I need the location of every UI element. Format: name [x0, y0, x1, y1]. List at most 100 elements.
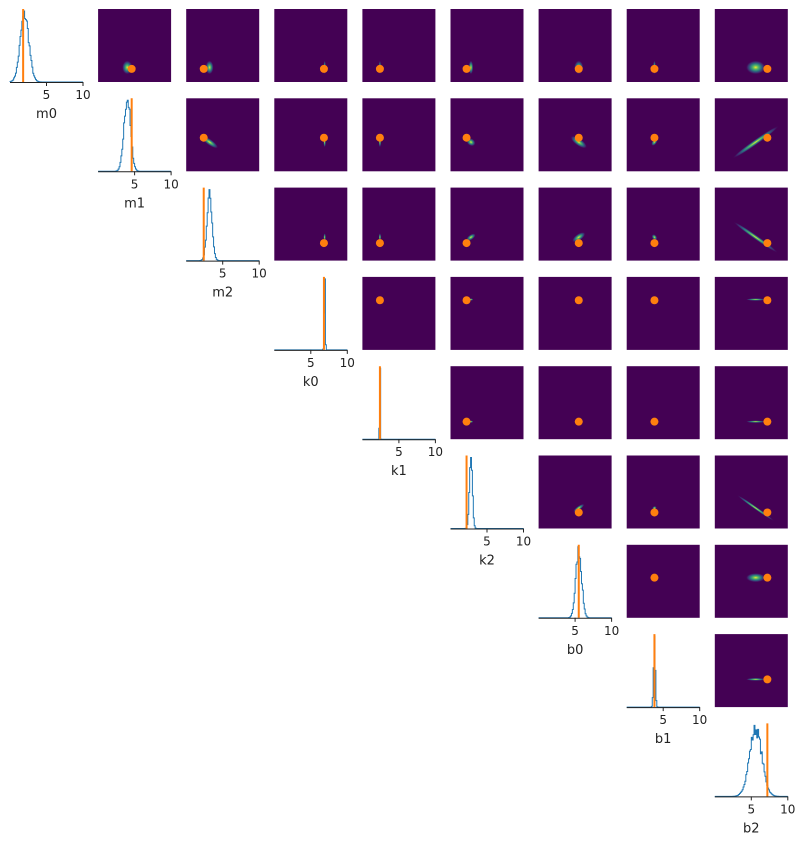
true-value-point-k0-b1 [650, 296, 659, 305]
axis-label-b2: b2 [743, 821, 760, 836]
marginal-panel-k0: 5 10 k0 [274, 276, 355, 390]
density-panel-m0-m2 [186, 9, 260, 82]
x-tick-label-k1-5: 5 [395, 445, 403, 459]
marginal-panel-m0: 5 10 m0 [9, 9, 91, 122]
x-tick-label-m2-10: 10 [252, 267, 267, 281]
density-panel-m2-b1 [626, 187, 700, 261]
density-blob-k1-b2 [745, 420, 766, 423]
density-panel-k1-b1 [626, 366, 700, 440]
true-value-point-k1-b1 [650, 417, 659, 426]
density-panel-m0-k0 [274, 9, 348, 82]
x-tick-label-k0-5: 5 [307, 356, 315, 370]
histogram-k0 [274, 278, 348, 351]
histogram-k2 [450, 457, 524, 529]
x-tick-label-m0-5: 5 [43, 88, 51, 102]
x-tick-label-m1-5: 5 [131, 177, 139, 191]
true-value-point-k1-k2 [462, 417, 471, 426]
true-value-point-k2-b2 [763, 508, 772, 517]
density-background [450, 98, 524, 172]
density-background [362, 98, 436, 172]
true-value-point-k1-b0 [574, 417, 583, 426]
density-background [362, 276, 436, 350]
density-background [714, 187, 788, 261]
density-background [626, 544, 700, 618]
x-tick-label-b0-5: 5 [571, 624, 579, 638]
true-value-point-m1-b2 [763, 133, 772, 142]
density-panel-k0-b1 [626, 276, 700, 350]
density-blob-m1-b0 [570, 135, 588, 149]
density-background [626, 455, 700, 529]
density-background [714, 98, 788, 172]
x-tick-label-k0-10: 10 [340, 356, 355, 370]
density-background [538, 98, 612, 172]
true-value-point-b0-b2 [763, 573, 772, 582]
true-value-point-m1-b1 [650, 133, 659, 142]
density-background [626, 9, 700, 82]
true-value-point-m2-k0 [319, 239, 328, 248]
density-background [450, 9, 524, 82]
x-tick-label-m2-5: 5 [219, 267, 227, 281]
density-background [714, 366, 788, 440]
true-value-point-k0-k1 [375, 296, 384, 305]
density-panel-m1-k2 [450, 98, 524, 172]
axis-label-k1: k1 [391, 464, 407, 479]
true-value-point-k2-b1 [650, 508, 659, 517]
x-tick-label-b1-10: 10 [692, 713, 707, 727]
density-panel-m0-b0 [538, 9, 612, 82]
true-value-point-m1-k1 [375, 133, 384, 142]
density-background [626, 98, 700, 172]
density-blob-k0-b2 [745, 298, 766, 301]
marginal-panel-k1: 5 10 k1 [362, 366, 443, 479]
histogram-m2 [186, 189, 260, 262]
density-background [274, 187, 348, 261]
density-panel-m1-b2 [714, 98, 788, 172]
true-value-point-k0-k2 [462, 296, 471, 305]
true-value-point-m0-b1 [650, 64, 659, 73]
true-value-point-m0-k0 [319, 64, 328, 73]
density-panel-k1-b0 [538, 366, 612, 440]
density-panel-k0-k2 [450, 276, 524, 350]
density-panel-k1-k2 [450, 366, 524, 440]
density-blob-b1-b2 [745, 677, 766, 681]
x-tick-label-m0-10: 10 [75, 88, 90, 102]
histogram-b0 [538, 546, 612, 619]
true-value-point-k1-b2 [763, 417, 772, 426]
marginal-panel-b0: 5 10 b0 [538, 544, 619, 658]
true-value-point-m0-k2 [462, 64, 471, 73]
x-tick-label-b2-5: 5 [747, 802, 755, 816]
axis-label-m1: m1 [124, 196, 145, 211]
axis-label-k2: k2 [479, 554, 495, 569]
histogram-b1 [626, 635, 700, 708]
true-value-point-m1-k2 [462, 133, 471, 142]
true-value-point-k2-b0 [574, 508, 583, 517]
true-value-point-m0-m2 [199, 64, 208, 73]
true-value-point-m1-m2 [199, 133, 208, 142]
density-background [714, 634, 788, 708]
x-tick-label-b1-5: 5 [659, 713, 667, 727]
true-value-point-m2-k2 [462, 239, 471, 248]
x-tick-label-b2-10: 10 [780, 802, 795, 816]
true-value-point-m0-b0 [574, 64, 583, 73]
histogram-m1 [98, 99, 172, 172]
density-panel-b0-b1 [626, 544, 700, 618]
density-panel-m0-b1 [626, 9, 700, 82]
true-value-point-k0-b0 [574, 296, 583, 305]
density-blob-m0-b2 [745, 60, 766, 75]
density-panel-k2-b1 [626, 455, 700, 529]
density-panel-m0-k1 [362, 9, 436, 82]
density-panel-m0-b2 [714, 9, 788, 82]
density-blob-m2-b1 [651, 234, 658, 241]
density-background [450, 366, 524, 440]
true-value-point-m1-b0 [574, 133, 583, 142]
histogram-k1 [362, 367, 436, 440]
density-background [362, 187, 436, 261]
density-panel-b0-b2 [714, 544, 788, 618]
density-background [538, 455, 612, 529]
density-panel-m0-m1 [98, 9, 172, 82]
true-value-point-k0-b2 [763, 296, 772, 305]
density-panel-m2-k0 [274, 187, 348, 261]
x-tick-label-k1-10: 10 [428, 445, 443, 459]
density-panel-k0-k1 [362, 276, 436, 350]
axis-label-b0: b0 [567, 643, 584, 658]
density-panel-m1-m2 [186, 98, 260, 172]
